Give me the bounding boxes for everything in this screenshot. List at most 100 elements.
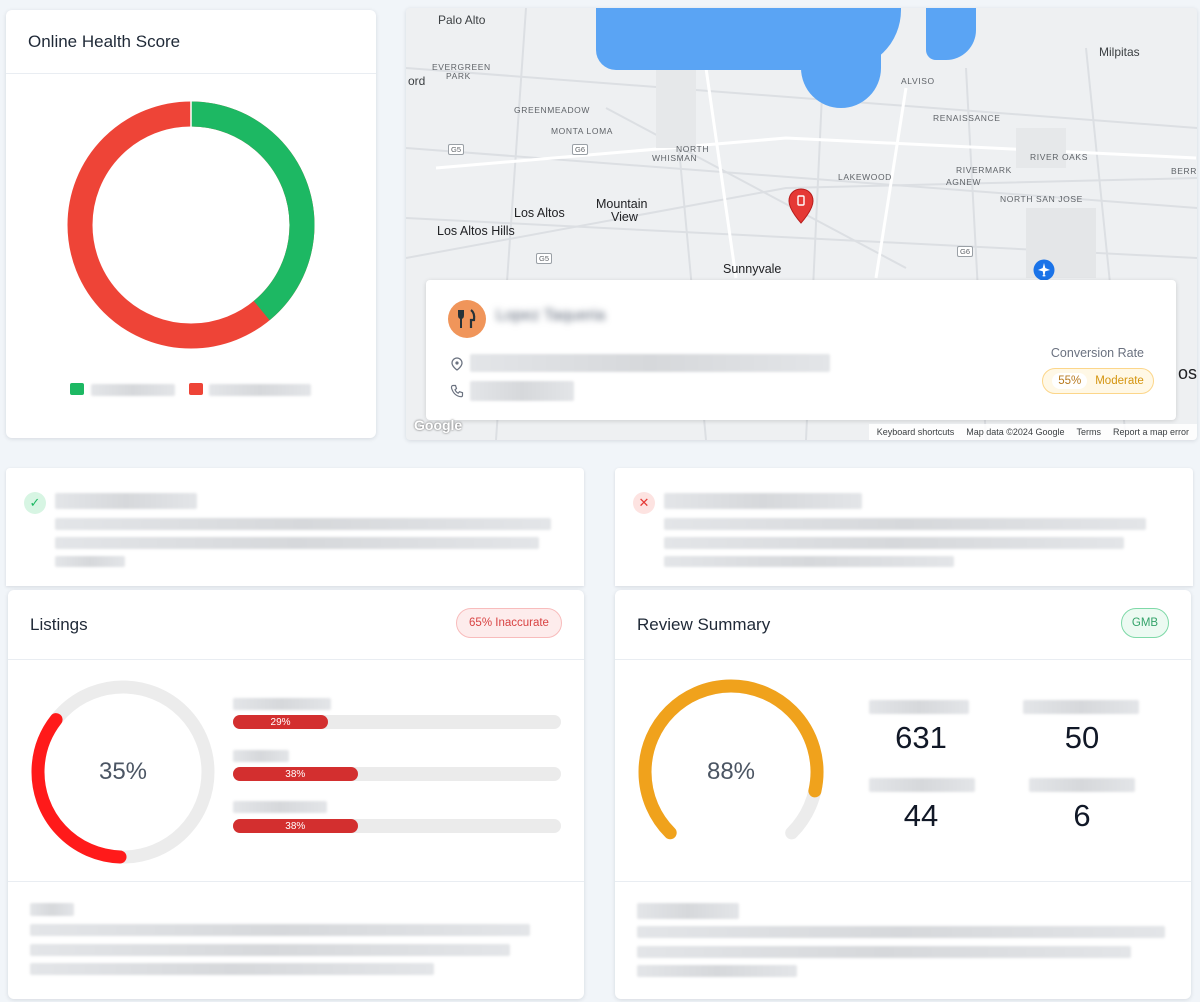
online-health-score-card: Online Health Score (6, 10, 376, 438)
listing-bar-label (233, 698, 331, 710)
legend-negative-label (209, 384, 311, 396)
listing-bar-track: 38% (233, 767, 561, 781)
map-label-rivermark: RIVERMARK (956, 165, 1012, 175)
listing-bar-fill: 29% (233, 715, 329, 729)
check-icon: ✓ (24, 492, 46, 514)
map-label-view: View (611, 210, 638, 224)
listings-note-line (30, 944, 510, 956)
review-gauge-label: 88% (706, 758, 756, 785)
cross-icon: ✕ (633, 492, 655, 514)
review-gauge-progress (638, 679, 824, 865)
map-label-lakewood: LAKEWOOD (838, 172, 892, 182)
reviews-note-title (637, 903, 739, 919)
map-data-attribution: Map data ©2024 Google (966, 427, 1065, 437)
health-divider (6, 73, 376, 74)
negative-alert-title (664, 493, 862, 509)
road-badge-g6-east: G6 (957, 246, 974, 257)
map-label-renaissance: RENAISSANCE (933, 113, 1001, 123)
review-gauge-chart (638, 679, 824, 865)
positive-alert-card: ✓ (6, 468, 584, 586)
conversion-rate-label: Conversion Rate (1050, 346, 1144, 360)
map-label-os: os (1178, 363, 1197, 383)
positive-alert-line (55, 518, 551, 530)
business-phone (470, 381, 574, 401)
stat-value: 50 (1064, 720, 1100, 755)
map-label-alviso: ALVISO (901, 76, 935, 86)
road-badge-g5: G5 (448, 144, 465, 155)
business-map[interactable]: Palo Alto Milpitas ord EVERGREEN PARK AL… (406, 8, 1197, 440)
map-label-north: NORTH (676, 144, 710, 154)
stat-label (1023, 700, 1139, 714)
reviews-note-line (637, 926, 1165, 938)
map-label-monta-loma: MONTA LOMA (551, 126, 614, 136)
listings-title: Listings (30, 615, 88, 634)
legend-positive-swatch (70, 383, 84, 395)
listing-bar-label (233, 801, 327, 813)
airport-icon[interactable] (1033, 259, 1055, 281)
stat-label (869, 778, 975, 792)
map-label-milpitas: Milpitas (1099, 45, 1140, 59)
map-label-mountain: Mountain (596, 197, 648, 211)
listing-bar-track: 29% (233, 715, 561, 729)
listings-card: Listings 65% Inaccurate 35% 29% 38% 38% (8, 590, 584, 999)
review-summary-title: Review Summary (637, 615, 771, 634)
stat-value: 631 (895, 720, 947, 755)
listings-divider (8, 659, 584, 660)
phone-icon (450, 384, 464, 398)
negative-alert-line (664, 518, 1146, 530)
keyboard-shortcuts-link[interactable]: Keyboard shortcuts (876, 427, 955, 437)
reviews-note-line (637, 965, 797, 977)
business-info-panel: Lopez Taqueria Conversion Rate 55% Moder… (426, 280, 1176, 420)
fork-knife-icon (458, 309, 476, 328)
map-label-north-san-jose: NORTH SAN JOSE (1000, 194, 1083, 204)
report-map-error-link[interactable]: Report a map error (1112, 427, 1189, 437)
health-score-title: Online Health Score (28, 32, 181, 51)
listing-bar-track: 38% (233, 819, 561, 833)
conversion-rate-badge: 55% Moderate (1042, 368, 1154, 394)
listing-bar-value: 38% (285, 768, 306, 780)
map-label-evergreen: EVERGREEN (432, 62, 491, 72)
negative-alert-line (664, 537, 1124, 549)
gmb-badge: GMB (1121, 608, 1169, 638)
stat-label (869, 700, 969, 714)
map-label-palo-alto: Palo Alto (438, 13, 486, 27)
listings-ring-label: 35% (98, 758, 148, 785)
map-label-greenmeadow: GREENMEADOW (514, 105, 591, 115)
negative-alert-line (664, 556, 954, 567)
terms-link[interactable]: Terms (1076, 427, 1101, 437)
business-name: Lopez Taqueria (496, 307, 606, 324)
listing-bar-fill: 38% (233, 819, 358, 833)
positive-alert-title (55, 493, 197, 509)
location-pin-icon[interactable] (788, 188, 814, 224)
stat-value: 6 (1073, 798, 1091, 833)
map-label-los-altos: Los Altos (514, 206, 565, 220)
listings-note-line (30, 963, 434, 975)
health-donut-chart (67, 101, 315, 349)
negative-alert-card: ✕ (615, 468, 1193, 586)
map-label-los-altos-hills: Los Altos Hills (437, 224, 515, 238)
map-label-river-oaks: RIVER OAKS (1030, 152, 1088, 162)
reviews-note-line (637, 946, 1131, 958)
map-label-agnew: AGNEW (946, 177, 982, 187)
listings-ring-progress (31, 680, 215, 864)
positive-alert-line (55, 537, 539, 549)
positive-alert-line (55, 556, 125, 567)
listings-note-title (30, 903, 74, 916)
listing-bar-value: 38% (285, 820, 306, 832)
google-logo: Google (414, 417, 463, 433)
location-icon (451, 357, 463, 371)
business-address (470, 354, 830, 372)
legend-positive-label (91, 384, 175, 396)
listings-ring-chart (31, 680, 215, 864)
inaccurate-badge: 65% Inaccurate (456, 608, 562, 638)
map-label-whisman: WHISMAN (652, 153, 698, 163)
review-summary-card: Review Summary GMB 88% 631 50 44 6 (615, 590, 1191, 999)
reviews-footer-divider (615, 881, 1191, 882)
restaurant-avatar (448, 300, 486, 338)
map-footer: Keyboard shortcuts Map data ©2024 Google… (868, 424, 1197, 440)
map-label-sunnyvale: Sunnyvale (723, 262, 782, 276)
listings-note-line (30, 924, 530, 936)
stat-value: 44 (903, 798, 939, 833)
road-badge-g6: G6 (572, 144, 589, 155)
listing-bar-fill: 38% (233, 767, 358, 781)
